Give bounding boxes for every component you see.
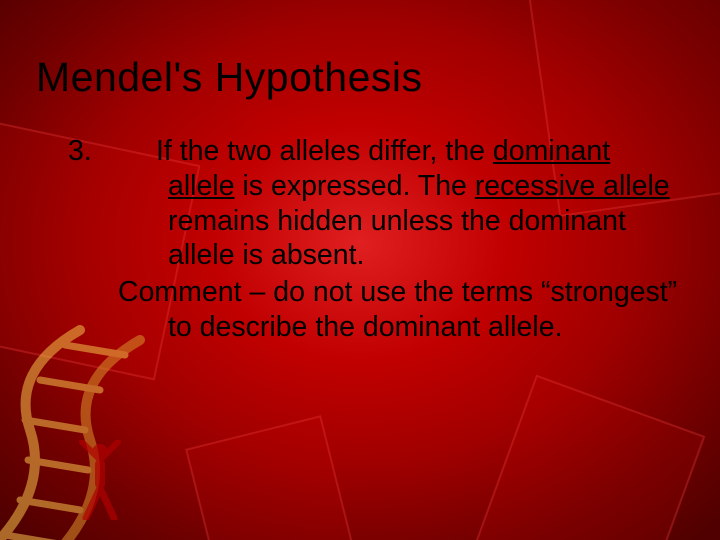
comment-line: Comment – do not use the terms “stronges… bbox=[118, 275, 678, 345]
decor-square bbox=[185, 415, 355, 540]
person-icon bbox=[70, 440, 130, 520]
item-text: is expressed. The bbox=[235, 170, 475, 202]
comment-label: Comment bbox=[118, 276, 242, 308]
item-text: remains hidden unless the dominant allel… bbox=[168, 205, 626, 272]
item-text: If the two alleles differ, the bbox=[156, 135, 493, 167]
list-item: 3.If the two alleles differ, the dominan… bbox=[118, 134, 678, 273]
item-number: 3. bbox=[118, 134, 156, 169]
comment-sep: – bbox=[242, 276, 274, 308]
slide: Mendel's Hypothesis 3.If the two alleles… bbox=[0, 0, 720, 540]
slide-title: Mendel's Hypothesis bbox=[36, 54, 423, 101]
decor-square bbox=[475, 375, 706, 540]
underlined-term: recessive allele bbox=[475, 170, 670, 202]
slide-body: 3.If the two alleles differ, the dominan… bbox=[118, 134, 678, 345]
